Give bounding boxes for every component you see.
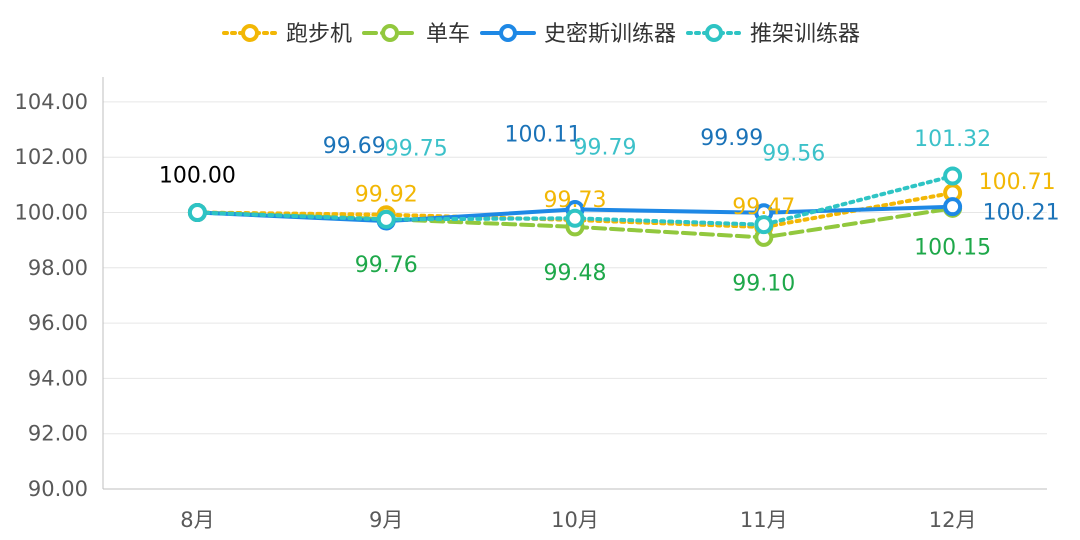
- data-label: 100.71: [979, 170, 1056, 195]
- legend-marker: [381, 24, 399, 42]
- legend-label: 推架训练器: [750, 22, 860, 47]
- x-tick-label: 8月: [180, 508, 214, 532]
- y-tick-label: 90.00: [28, 477, 88, 501]
- data-point: [376, 209, 396, 229]
- y-tick-label: 102.00: [15, 145, 88, 169]
- data-label: 99.73: [544, 188, 607, 213]
- legend-marker: [241, 24, 259, 42]
- data-point: [187, 202, 207, 222]
- data-point: [754, 215, 774, 235]
- x-tick-label: 12月: [929, 508, 977, 532]
- data-label: 99.48: [544, 261, 607, 286]
- y-tick-label: 100.00: [15, 200, 88, 224]
- data-label: 99.47: [732, 195, 795, 220]
- data-label: 99.69: [323, 134, 386, 159]
- data-label: 101.32: [914, 127, 991, 152]
- x-axis-ticks: 8月 9月 10月 11月 12月: [180, 508, 976, 532]
- data-point: [943, 166, 963, 186]
- x-tick-label: 10月: [551, 508, 599, 532]
- x-tick-label: 11月: [740, 508, 788, 532]
- y-tick-label: 92.00: [28, 422, 88, 446]
- y-tick-label: 104.00: [15, 90, 88, 114]
- data-label: 100.15: [914, 235, 991, 260]
- data-label: 99.10: [732, 271, 795, 296]
- data-label: 99.79: [574, 135, 637, 160]
- data-point: [943, 197, 963, 217]
- data-label: 100.11: [505, 122, 582, 147]
- axes: [102, 77, 1047, 490]
- legend-label: 史密斯训练器: [544, 22, 676, 47]
- data-label: 100.00: [159, 163, 236, 188]
- data-label: 100.21: [983, 201, 1060, 226]
- data-point: [565, 208, 585, 228]
- legend-label: 跑步机: [286, 22, 352, 47]
- series-group: [187, 166, 963, 247]
- data-label: 99.92: [355, 183, 418, 208]
- legend-label: 单车: [426, 22, 470, 47]
- y-tick-label: 96.00: [28, 311, 88, 335]
- legend-marker: [705, 24, 723, 42]
- legend: 跑步机 单车 史密斯训练器 推架训练器: [222, 22, 860, 47]
- data-label: 99.76: [355, 253, 418, 278]
- y-tick-label: 98.00: [28, 256, 88, 280]
- legend-marker: [499, 24, 517, 42]
- y-axis-ticks: 90.00 92.00 94.00 96.00 98.00 100.00 102.00 104…: [15, 90, 88, 501]
- y-tick-label: 94.00: [28, 366, 88, 390]
- data-labels: 99.92 99.73 99.47 100.71 99.76 99.48 99.10 100.…: [159, 122, 1060, 296]
- data-label: 99.56: [762, 142, 825, 167]
- data-label: 99.75: [385, 136, 448, 161]
- x-tick-label: 9月: [369, 508, 403, 532]
- data-label: 99.99: [700, 126, 763, 151]
